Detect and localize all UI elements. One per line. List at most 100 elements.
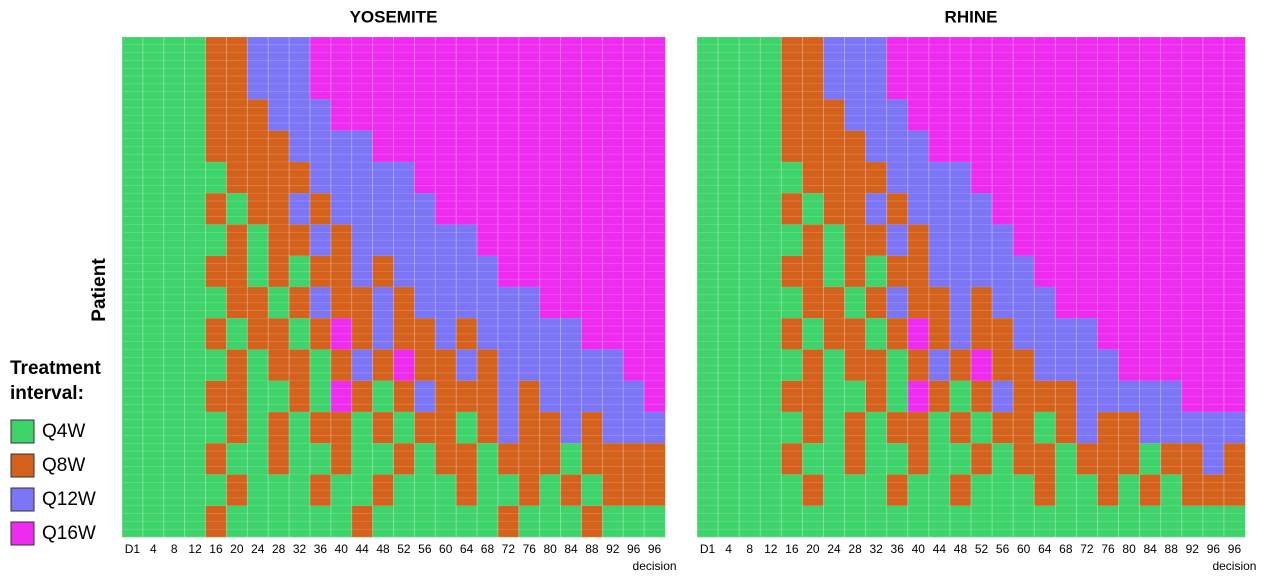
cell (644, 474, 666, 507)
cell (1202, 162, 1225, 194)
cell (539, 380, 561, 413)
x-tick-label: 44 (355, 542, 369, 556)
cell (393, 68, 415, 100)
cell (1139, 380, 1161, 413)
cell (1202, 443, 1225, 475)
cell (886, 318, 909, 350)
cell (163, 349, 185, 382)
cell (928, 255, 951, 288)
cell (414, 380, 436, 413)
cell (163, 318, 185, 350)
cell (1076, 443, 1098, 475)
cell (330, 349, 353, 382)
cell (886, 255, 909, 288)
cell (949, 505, 972, 538)
cell (781, 224, 803, 257)
x-tick-label: 36 (891, 542, 905, 556)
cell (1097, 37, 1119, 69)
cell (1160, 193, 1183, 225)
cell (435, 255, 457, 288)
cell (456, 412, 478, 444)
cell (477, 99, 499, 132)
cell (1118, 255, 1140, 288)
cell (497, 318, 520, 350)
x-tick-label: 32 (869, 542, 883, 556)
cell (1139, 130, 1161, 163)
cell (865, 318, 887, 350)
cell (971, 162, 993, 194)
cell (393, 474, 415, 507)
cell (226, 318, 248, 350)
x-tick-label: 52 (397, 542, 411, 556)
cell (581, 474, 603, 507)
cell (560, 505, 582, 538)
legend-title: Treatment interval: (10, 358, 101, 404)
cell (205, 99, 227, 132)
cell (163, 37, 185, 69)
cell (289, 130, 311, 163)
cell (351, 287, 373, 319)
cell (122, 505, 144, 538)
cell (1181, 224, 1204, 257)
cell (718, 162, 740, 194)
cell (122, 37, 144, 69)
x-tick-label: 36 (314, 542, 328, 556)
cell (928, 99, 951, 132)
cell (1013, 505, 1035, 538)
cell (268, 380, 290, 413)
x-tick-label: 48 (376, 542, 390, 556)
cell (1202, 380, 1225, 413)
cell (1160, 443, 1183, 475)
cell (163, 130, 185, 163)
cell (823, 412, 845, 444)
cell (1181, 318, 1204, 350)
cell (1034, 99, 1056, 132)
cell (330, 130, 353, 163)
cell (644, 349, 666, 382)
cell (718, 193, 740, 225)
cell (518, 37, 540, 69)
cell (760, 37, 782, 69)
cell (949, 318, 972, 350)
cell (289, 349, 311, 382)
cell (560, 287, 582, 319)
cell (309, 224, 332, 257)
cell (122, 318, 144, 350)
x-tick-label: 20 (230, 542, 244, 556)
cell (184, 412, 206, 444)
x-tick-label: 92 (1186, 542, 1200, 556)
cell (644, 130, 666, 163)
cell (581, 443, 603, 475)
cell (226, 505, 248, 538)
cell (1076, 505, 1098, 538)
cell (718, 37, 740, 69)
cell (184, 474, 206, 507)
cell (1223, 380, 1246, 413)
cell (928, 349, 951, 382)
cell (205, 412, 227, 444)
cell (142, 68, 165, 100)
cell (844, 68, 866, 100)
cell (393, 130, 415, 163)
cell (623, 255, 645, 288)
cell (1223, 412, 1246, 444)
cell (907, 255, 930, 288)
cell (539, 474, 561, 507)
cell (205, 68, 227, 100)
cell (1223, 224, 1246, 257)
cell (1076, 255, 1098, 288)
cell (844, 255, 866, 288)
cell (1076, 318, 1098, 350)
cell (247, 130, 269, 163)
cell (1076, 224, 1098, 257)
cell (1055, 443, 1077, 475)
cell (1097, 287, 1119, 319)
cell (844, 443, 866, 475)
cell (1181, 287, 1204, 319)
cell (477, 193, 499, 225)
cell (1160, 224, 1183, 257)
cell (184, 130, 206, 163)
cell (844, 37, 866, 69)
cell (781, 37, 803, 69)
cell (718, 443, 740, 475)
